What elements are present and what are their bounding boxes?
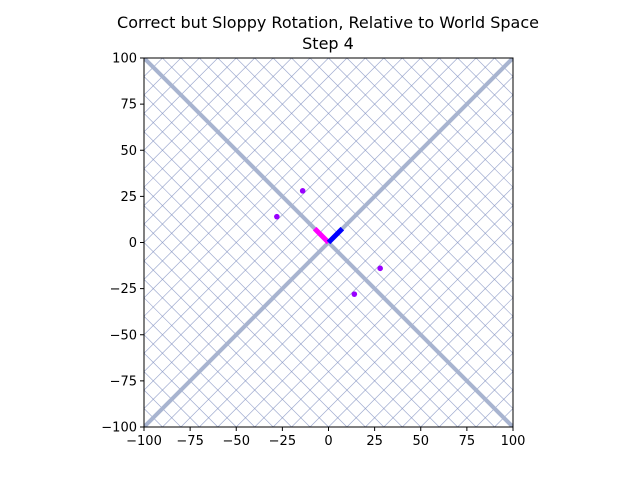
data-point xyxy=(300,188,306,194)
y-tick-label: −100 xyxy=(101,421,137,436)
x-tick-label: −75 xyxy=(176,434,203,449)
x-tick-label: 75 xyxy=(459,434,476,449)
y-tick-label: −50 xyxy=(110,328,137,343)
data-point xyxy=(352,291,358,297)
data-point xyxy=(377,266,383,272)
grid-line xyxy=(107,445,550,480)
x-tick-label: 0 xyxy=(324,434,332,449)
y-tick-label: 75 xyxy=(120,98,137,113)
x-tick-label: 25 xyxy=(366,434,383,449)
chart-title: Correct but Sloppy Rotation, Relative to… xyxy=(117,13,539,32)
x-tick-label: 100 xyxy=(501,434,526,449)
x-tick-label: −50 xyxy=(223,434,250,449)
y-axis: −100 −75 −50 −25 0 25 50 75 100 xyxy=(101,52,144,436)
x-tick-label: 50 xyxy=(412,434,429,449)
y-tick-label: 25 xyxy=(120,190,137,205)
x-tick-label: −100 xyxy=(126,434,162,449)
data-point xyxy=(274,214,280,220)
y-tick-label: 100 xyxy=(112,52,137,67)
y-tick-label: 0 xyxy=(129,236,137,251)
x-axis: −100 −75 −50 −25 0 25 50 75 100 xyxy=(126,427,525,449)
y-tick-label: −75 xyxy=(110,374,137,389)
y-tick-label: −25 xyxy=(110,282,137,297)
x-tick-label: −25 xyxy=(269,434,296,449)
grid-line xyxy=(107,445,550,480)
y-tick-label: 50 xyxy=(120,144,137,159)
chart-subtitle: Step 4 xyxy=(302,34,354,53)
